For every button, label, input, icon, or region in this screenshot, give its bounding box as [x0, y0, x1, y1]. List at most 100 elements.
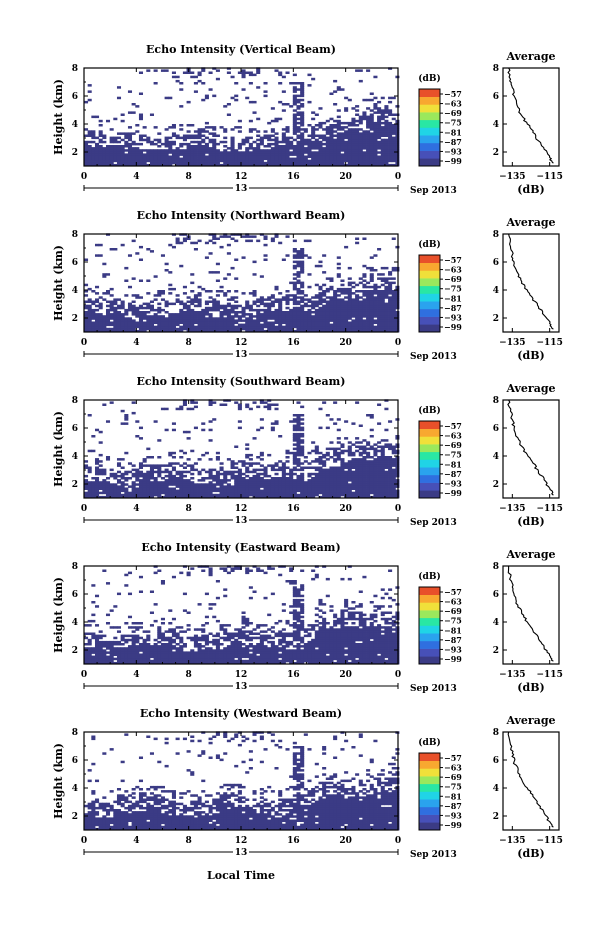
heatmap-cell [358, 155, 363, 158]
heatmap-cell [124, 634, 129, 638]
heatmap-cell [230, 266, 235, 270]
profile-x-label: (dB) [517, 183, 544, 196]
heatmap-cell [98, 157, 103, 161]
heatmap-cell [94, 157, 100, 161]
heatmap-cell [270, 483, 275, 486]
heatmap-cell [325, 161, 330, 165]
heatmap-cell [153, 319, 158, 322]
heatmap-cell [344, 132, 349, 135]
heatmap-cell [84, 474, 89, 478]
heatmap-cell [230, 466, 235, 469]
heatmap-cell [179, 405, 184, 409]
heatmap-cell [124, 493, 129, 497]
heatmap-cell [135, 487, 140, 490]
heatmap-cell [296, 117, 301, 121]
heatmap-cell [91, 647, 96, 650]
heatmap-cell [336, 88, 341, 91]
heatmap-cell [336, 428, 341, 432]
heatmap-cell [369, 275, 374, 278]
heatmap-cell [197, 294, 202, 297]
heatmap-cell [318, 468, 323, 472]
heatmap-cell [307, 84, 312, 87]
heatmap-cell [366, 149, 371, 152]
heatmap-cell [160, 321, 165, 324]
heatmap-cell [226, 304, 231, 308]
heatmap-cell [347, 298, 352, 301]
heatmap-cell [153, 149, 158, 152]
heatmap-cell [347, 493, 352, 497]
heatmap-cell [292, 443, 297, 446]
heatmap-cell [116, 487, 122, 490]
heatmap-cell [175, 317, 180, 320]
heatmap-cell [94, 636, 100, 640]
heatmap-cell [358, 140, 363, 144]
heatmap-cell [135, 142, 140, 146]
heatmap-cell [84, 653, 89, 656]
heatmap-cell [377, 124, 382, 127]
heatmap-cell [230, 142, 235, 146]
heatmap-cell [157, 306, 162, 310]
heatmap-cell [179, 264, 184, 268]
heatmap-cell [179, 157, 184, 161]
heatmap-cell [102, 315, 107, 318]
colorbar-tick-label: −63 [444, 99, 462, 109]
heatmap-cell [274, 462, 279, 465]
heatmap-cell [179, 163, 184, 167]
heatmap-cell [171, 493, 176, 497]
heatmap-cell [344, 302, 349, 306]
heatmap-cell [116, 481, 122, 484]
heatmap-cell [146, 481, 151, 484]
heatmap-cell [300, 426, 305, 430]
heatmap-cell [201, 321, 206, 324]
heatmap-cell [248, 489, 253, 493]
heatmap-cell [84, 300, 89, 303]
heatmap-cell [182, 304, 187, 308]
heatmap-cell [237, 495, 242, 499]
heatmap-cell [91, 657, 96, 661]
heatmap-cell [208, 403, 213, 406]
heatmap-cell [105, 495, 111, 499]
heatmap-cell [362, 447, 367, 451]
colorbar-swatch [419, 482, 440, 491]
heatmap-cell [164, 302, 169, 306]
heatmap-cell [263, 468, 268, 472]
heatmap-cell [259, 426, 264, 430]
heatmap-cell [94, 315, 100, 318]
heatmap-cell [380, 453, 385, 457]
heatmap-cell [84, 329, 89, 333]
heatmap-cell [369, 124, 374, 127]
heatmap-cell [190, 147, 195, 150]
heatmap-cell [384, 443, 389, 446]
heatmap-cell [219, 491, 224, 495]
heatmap-cell [142, 306, 147, 310]
heatmap-cell [274, 132, 279, 135]
heatmap-cell [344, 313, 349, 316]
heatmap-cell [369, 302, 374, 306]
heatmap-cell [336, 136, 341, 140]
heatmap-cell [329, 470, 334, 474]
heatmap-cell [190, 487, 195, 490]
heatmap-cell [127, 157, 133, 161]
heatmap-cell [109, 300, 114, 303]
heatmap-cell [391, 266, 396, 270]
heatmap-cell [336, 126, 341, 129]
heatmap-cell [175, 147, 180, 150]
profile-title: Average [505, 216, 555, 229]
heatmap-cell [252, 292, 257, 295]
heatmap-cell [179, 485, 184, 488]
heatmap-cell [296, 94, 301, 98]
heatmap-cell [351, 124, 356, 127]
heatmap-cell [208, 88, 213, 91]
heatmap-cell [168, 325, 173, 329]
heatmap-cell [248, 235, 253, 238]
heatmap-cell [325, 451, 330, 455]
profile-title: Average [505, 50, 555, 63]
heatmap-cell [197, 487, 202, 490]
heatmap-cell [285, 157, 290, 161]
heatmap-cell [322, 323, 327, 327]
heatmap-cell [380, 142, 385, 146]
heatmap-cell [142, 479, 147, 482]
heatmap-cell [380, 313, 385, 316]
heatmap-cell [259, 493, 264, 497]
heatmap-cell [358, 464, 363, 467]
